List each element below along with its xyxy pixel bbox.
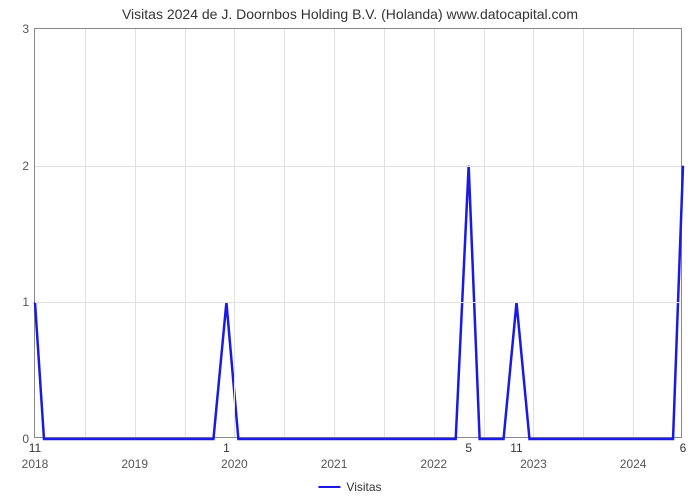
legend-label: Visitas	[346, 480, 381, 494]
line-series	[35, 29, 683, 439]
visits-chart: Visitas 2024 de J. Doornbos Holding B.V.…	[0, 0, 700, 500]
x-tick-label: 2019	[121, 457, 148, 471]
gridline-v	[633, 29, 634, 437]
gridline-v	[185, 29, 186, 437]
legend-swatch	[318, 486, 340, 489]
gridline-v	[484, 29, 485, 437]
x-tick-label: 2024	[620, 457, 647, 471]
y-tick-label: 3	[22, 22, 29, 36]
gridline-v	[533, 29, 534, 437]
gridline-v	[234, 29, 235, 437]
gridline-v	[434, 29, 435, 437]
legend: Visitas	[318, 480, 381, 494]
chart-title: Visitas 2024 de J. Doornbos Holding B.V.…	[0, 6, 700, 22]
y-tick-label: 2	[22, 159, 29, 173]
peak-label: 1	[223, 441, 230, 455]
y-tick-label: 1	[22, 295, 29, 309]
x-tick-label: 2018	[22, 457, 49, 471]
plot-area: 012320182019202020212022202320241115116	[34, 28, 682, 438]
x-tick-label: 2020	[221, 457, 248, 471]
x-tick-label: 2021	[321, 457, 348, 471]
x-tick-label: 2022	[420, 457, 447, 471]
peak-label: 6	[680, 441, 687, 455]
gridline-v	[583, 29, 584, 437]
gridline-v	[85, 29, 86, 437]
gridline-v	[334, 29, 335, 437]
gridline-v	[384, 29, 385, 437]
peak-label: 11	[510, 441, 522, 455]
peak-label: 11	[29, 441, 41, 455]
gridline-v	[284, 29, 285, 437]
peak-label: 5	[465, 441, 472, 455]
x-tick-label: 2023	[520, 457, 547, 471]
gridline-v	[135, 29, 136, 437]
